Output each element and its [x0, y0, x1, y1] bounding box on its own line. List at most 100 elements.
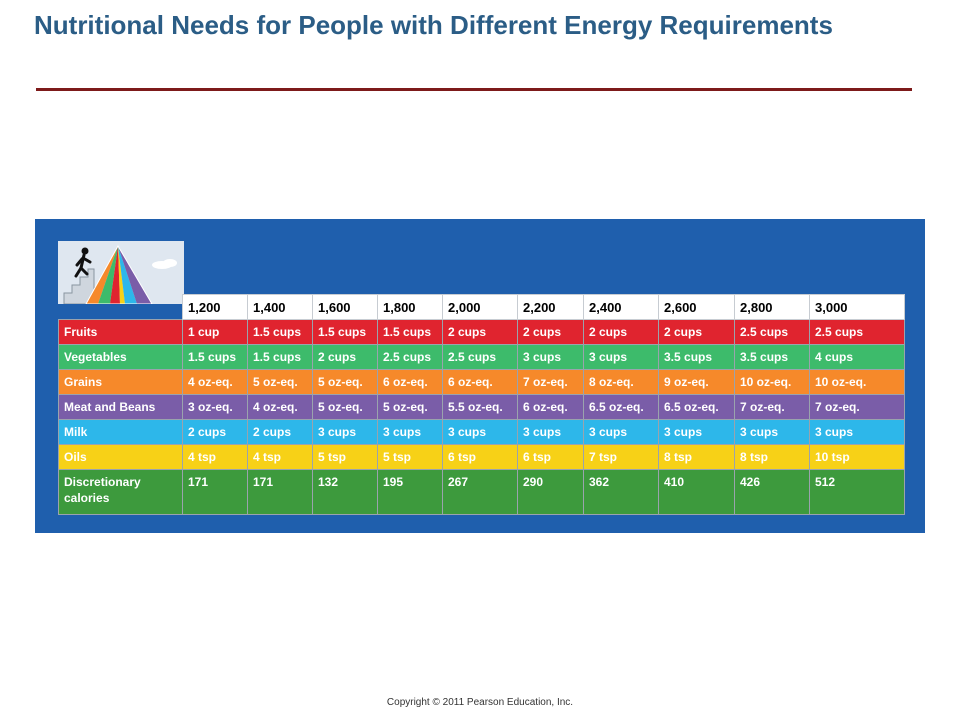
table-cell: 7 tsp: [583, 444, 659, 470]
header-calories: 2,400: [583, 294, 659, 320]
table-cell: 5 oz-eq.: [377, 394, 443, 420]
table-cell: 1.5 cups: [312, 319, 378, 345]
table-cell: 2.5 cups: [442, 344, 518, 370]
table-cell: 4 tsp: [182, 444, 248, 470]
table-cell: 6 tsp: [442, 444, 518, 470]
row-label: Grains: [58, 369, 183, 395]
table-body: Fruits 1 cup 1.5 cups 1.5 cups 1.5 cups 2 cup…: [58, 319, 905, 515]
table-cell: 3 cups: [809, 419, 905, 445]
table-cell: 2 cups: [312, 344, 378, 370]
table-cell: 9 oz-eq.: [658, 369, 735, 395]
table-cell: 3 cups: [517, 344, 584, 370]
table-cell: 426: [734, 469, 810, 515]
table-cell: 290: [517, 469, 584, 515]
table-cell: 10 oz-eq.: [734, 369, 810, 395]
header-row: 1,200 1,400 1,600 1,800 2,000 2,200 2,40…: [59, 294, 905, 320]
table-cell: 5 tsp: [377, 444, 443, 470]
table-cell: 3 cups: [517, 419, 584, 445]
table-cell: 4 oz-eq.: [247, 394, 313, 420]
table-cell: 410: [658, 469, 735, 515]
table-cell: 5 tsp: [312, 444, 378, 470]
table-row: Oils 4 tsp 4 tsp 5 tsp 5 tsp 6 tsp 6 tsp 7 tsp 8…: [58, 444, 905, 470]
header-calories: 2,800: [734, 294, 810, 320]
table-cell: 6 oz-eq.: [442, 369, 518, 395]
table-cell: 8 tsp: [734, 444, 810, 470]
copyright-notice: Copyright © 2011 Pearson Education, Inc.: [386, 697, 574, 708]
table-row: Grains 4 oz-eq. 5 oz-eq. 5 oz-eq. 6 oz-eq. 6 …: [58, 369, 905, 395]
row-label: Oils: [58, 444, 183, 470]
table-cell: 3 cups: [583, 419, 659, 445]
table-row: Milk 2 cups 2 cups 3 cups 3 cups 3 cups 3 cups…: [58, 419, 905, 445]
table-cell: 3 cups: [312, 419, 378, 445]
table-cell: 1.5 cups: [247, 319, 313, 345]
table-cell: 4 cups: [809, 344, 905, 370]
food-pyramid-icon: [58, 241, 184, 304]
table-cell: 6 oz-eq.: [517, 394, 584, 420]
table-row: Vegetables 1.5 cups 1.5 cups 2 cups 2.5 cups…: [58, 344, 905, 370]
table-cell: 2 cups: [182, 419, 248, 445]
table-cell: 4 tsp: [247, 444, 313, 470]
table-cell: 3 cups: [377, 419, 443, 445]
table-cell: 6 oz-eq.: [377, 369, 443, 395]
table-cell: 2.5 cups: [377, 344, 443, 370]
header-calories: 2,600: [658, 294, 735, 320]
table-cell: 10 tsp: [809, 444, 905, 470]
table-cell: 1 cup: [182, 319, 248, 345]
row-label: Meat and Beans: [58, 394, 183, 420]
corner-cell: [59, 295, 183, 320]
table-cell: 7 oz-eq.: [517, 369, 584, 395]
table-cell: 7 oz-eq.: [734, 394, 810, 420]
table-cell: 1.5 cups: [182, 344, 248, 370]
table-row: Fruits 1 cup 1.5 cups 1.5 cups 1.5 cups 2 cup…: [58, 319, 905, 345]
table-cell: 5.5 oz-eq.: [442, 394, 518, 420]
table-row: Meat and Beans 3 oz-eq. 4 oz-eq. 5 oz-eq. 5 …: [58, 394, 905, 420]
table-cell: 171: [247, 469, 313, 515]
climbing-person-icon: [74, 247, 92, 278]
table-cell: 171: [182, 469, 248, 515]
row-label: Fruits: [58, 319, 183, 345]
table-cell: 2 cups: [658, 319, 735, 345]
table-cell: 2 cups: [517, 319, 584, 345]
table-cell: 6.5 oz-eq.: [583, 394, 659, 420]
nutrition-table: 1,200 1,400 1,600 1,800 2,000 2,200 2,40…: [58, 294, 905, 515]
table-cell: 195: [377, 469, 443, 515]
header-calories: 2,200: [517, 294, 584, 320]
table-cell: 132: [312, 469, 378, 515]
header-calories: 3,000: [809, 294, 905, 320]
row-label: Vegetables: [58, 344, 183, 370]
table-cell: 6 tsp: [517, 444, 584, 470]
header-calories: 1,400: [247, 294, 313, 320]
table-cell: 3 cups: [583, 344, 659, 370]
table-cell: 3.5 cups: [658, 344, 735, 370]
title-divider: [36, 88, 912, 91]
table-cell: 8 tsp: [658, 444, 735, 470]
header-calories: 2,000: [442, 294, 518, 320]
table-cell: 1.5 cups: [247, 344, 313, 370]
table-cell: 3 cups: [442, 419, 518, 445]
food-pyramid-graphic: [63, 244, 177, 304]
table-cell: 10 oz-eq.: [809, 369, 905, 395]
table-cell: 5 oz-eq.: [247, 369, 313, 395]
table-cell: 512: [809, 469, 905, 515]
table-cell: 6.5 oz-eq.: [658, 394, 735, 420]
header-calories: 1,600: [312, 294, 378, 320]
table-cell: 1.5 cups: [377, 319, 443, 345]
table-cell: 2.5 cups: [809, 319, 905, 345]
table-cell: 2.5 cups: [734, 319, 810, 345]
table-cell: 3.5 cups: [734, 344, 810, 370]
header-calories: 1,800: [377, 294, 443, 320]
table-cell: 2 cups: [247, 419, 313, 445]
row-label: Discretionary calories: [58, 469, 183, 515]
table-cell: 3 cups: [658, 419, 735, 445]
table-cell: 3 oz-eq.: [182, 394, 248, 420]
table-cell: 362: [583, 469, 659, 515]
table-cell: 267: [442, 469, 518, 515]
table-cell: 5 oz-eq.: [312, 369, 378, 395]
table-cell: 3 cups: [734, 419, 810, 445]
table-cell: 7 oz-eq.: [809, 394, 905, 420]
table-cell: 2 cups: [442, 319, 518, 345]
table-cell: 4 oz-eq.: [182, 369, 248, 395]
table-cell: 2 cups: [583, 319, 659, 345]
table-cell: 5 oz-eq.: [312, 394, 378, 420]
table-row: Discretionary calories 171 171 132 195 267 290…: [58, 469, 905, 515]
